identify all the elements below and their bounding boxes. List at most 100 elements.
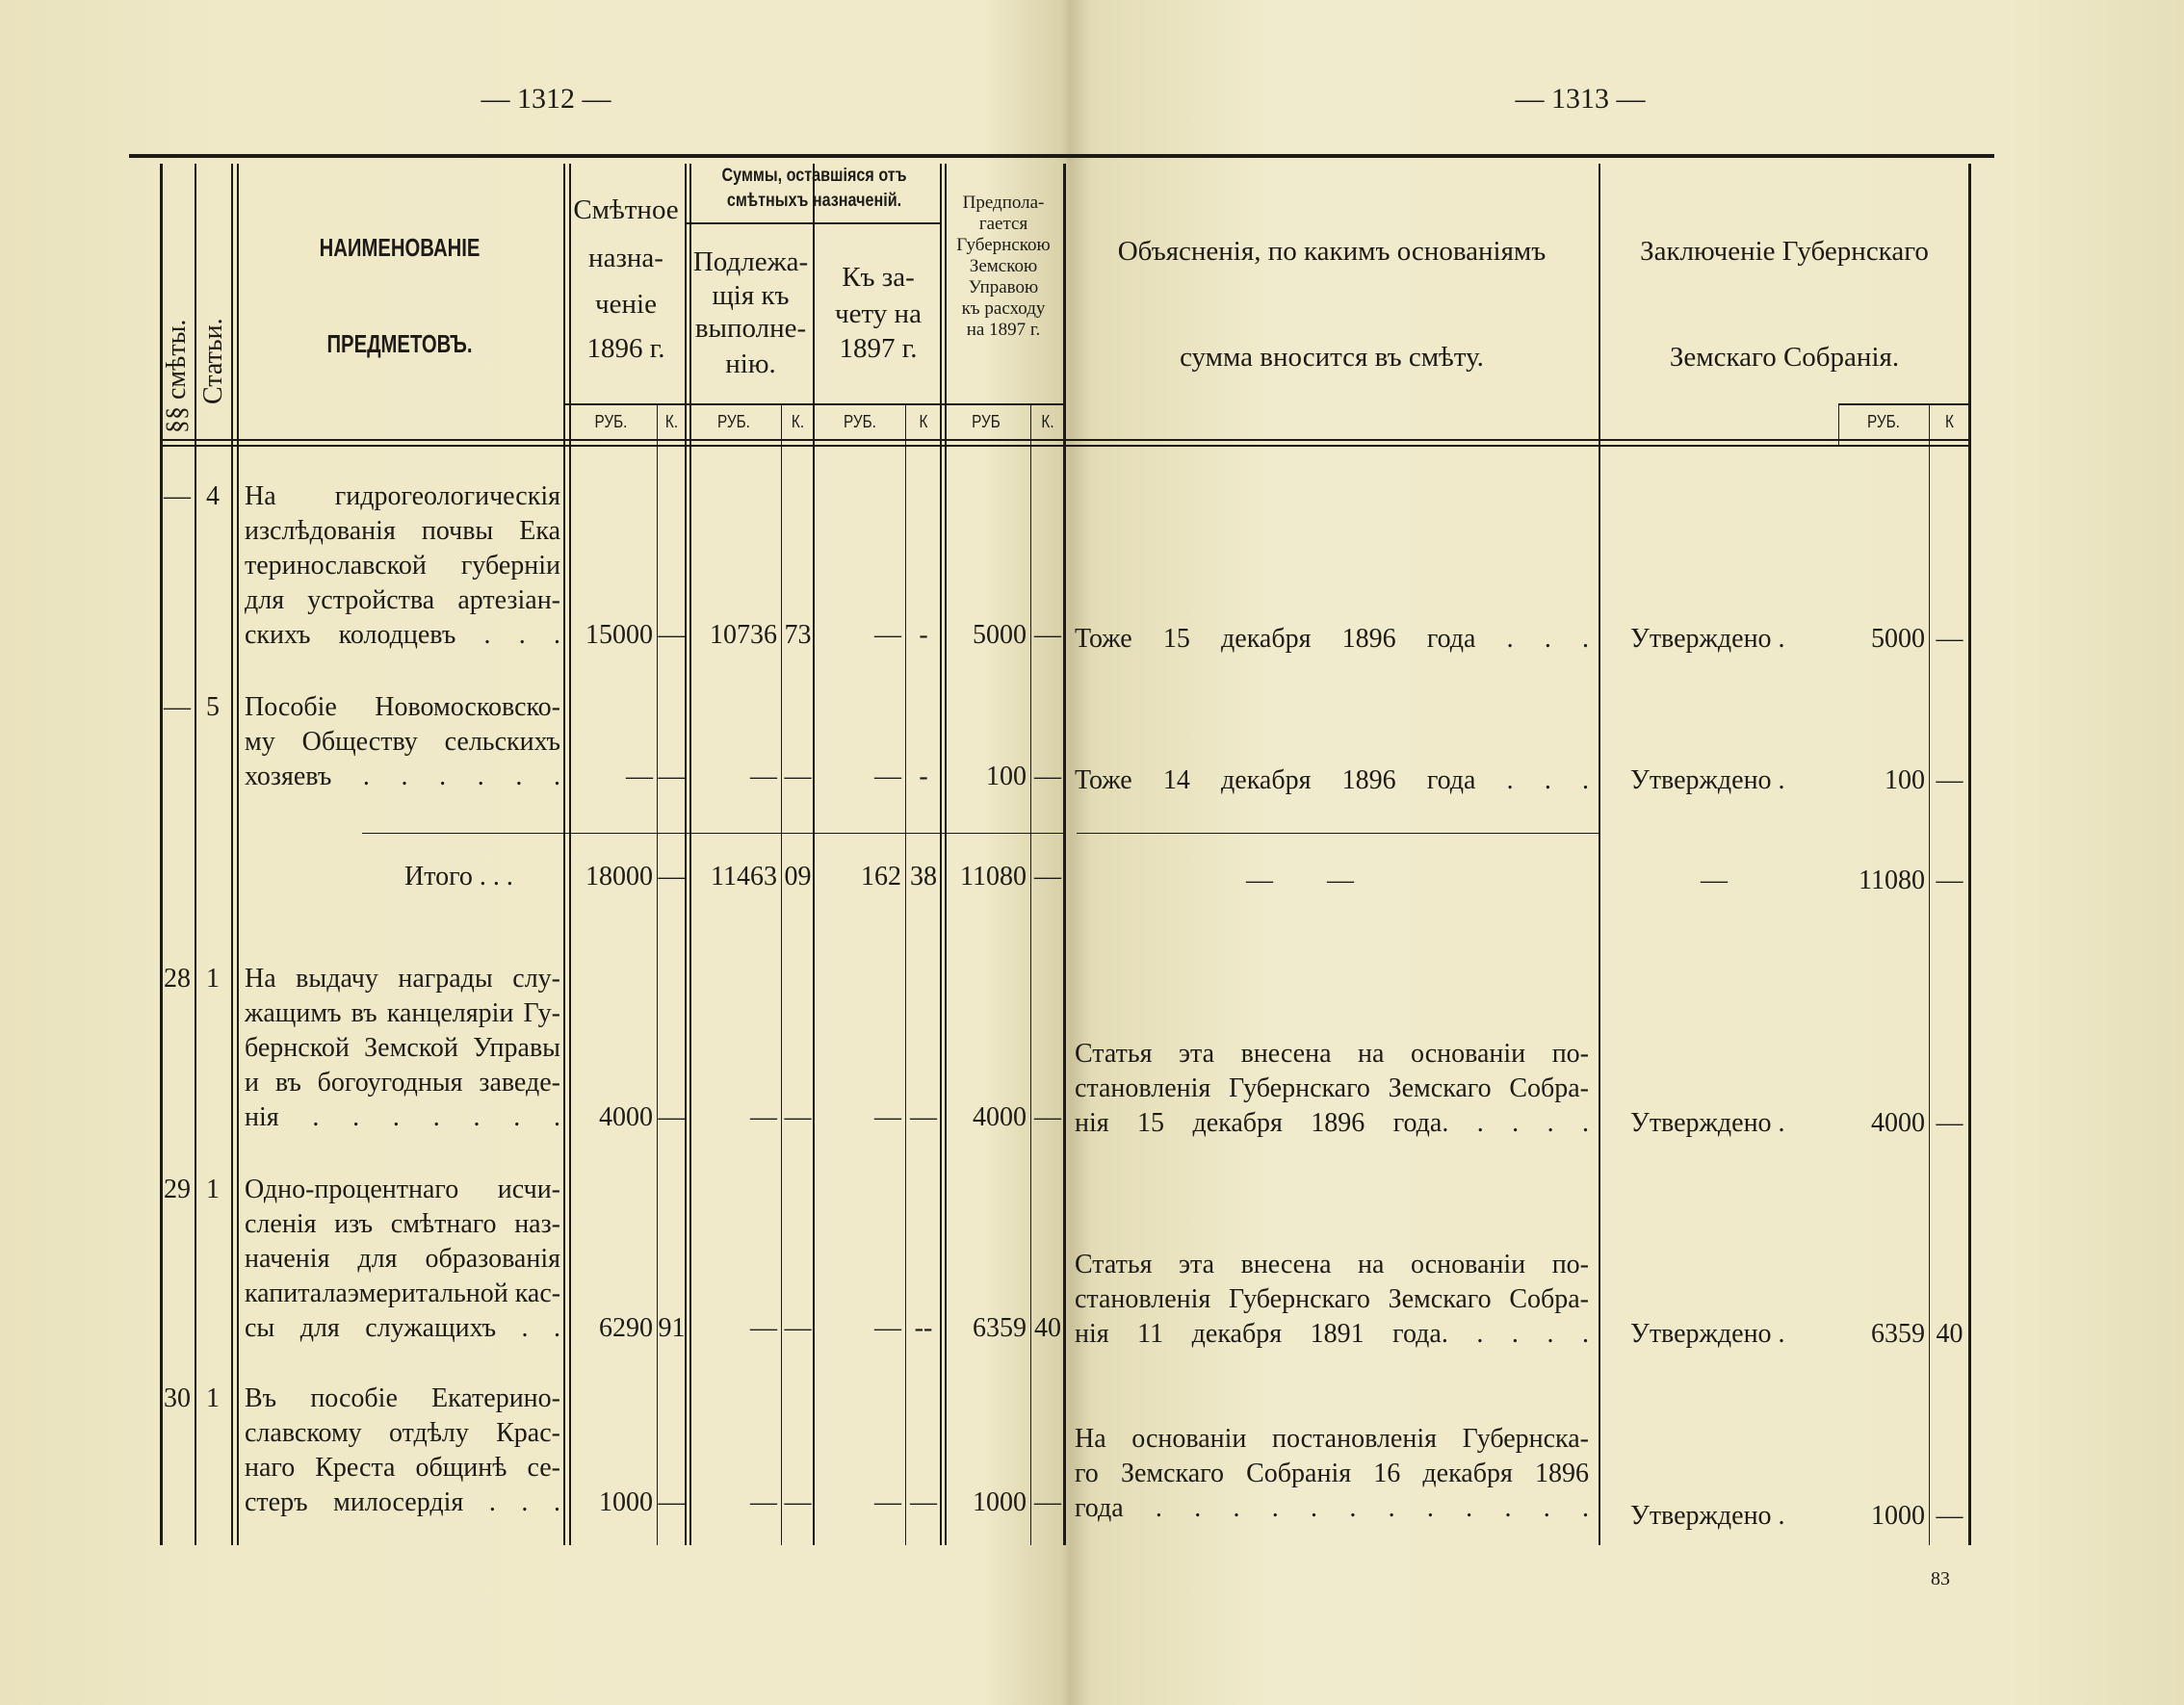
header-to-offset: чету на <box>835 298 922 329</box>
explanation-line: Тоже 14 декабря 1896 года . . . <box>1075 765 1589 795</box>
section-number: — <box>164 481 191 511</box>
amount-cell: 38 <box>910 862 937 891</box>
header-name: НАИМЕНОВАНІЕ <box>319 233 481 262</box>
unit-label: К <box>1945 412 1954 431</box>
explanation-line: го Земскаго Собранія 16 декабря 1896 <box>1075 1459 1589 1488</box>
rule-line <box>362 833 1065 834</box>
amount-cell: 4000 <box>599 1102 653 1132</box>
amount-cell: — <box>910 1102 937 1132</box>
conclusion-text: — <box>1701 865 1728 895</box>
amount-cell: — <box>658 762 686 791</box>
rule-line <box>569 164 571 1545</box>
header-proposed: Губернскою <box>956 235 1051 255</box>
rule-line <box>237 164 239 1545</box>
header-proposed: гается <box>978 214 1028 234</box>
amount-cell: 1000 <box>599 1487 653 1517</box>
conclusion-rub: 1000 <box>1871 1501 1925 1531</box>
amount-cell: — <box>784 1102 812 1132</box>
amount-cell: — <box>874 762 901 791</box>
header-conclusion: Заключеніе Губернскаго <box>1640 236 1929 267</box>
amount-cell: 73 <box>784 620 812 650</box>
rule-line <box>1030 403 1031 1545</box>
rule-line <box>565 403 1065 405</box>
amount-cell: 15000 <box>585 620 653 650</box>
conclusion-kop: — <box>1936 624 1963 654</box>
item-name-line: сленія изъ смѣтнаго наз- <box>245 1209 560 1239</box>
amount-cell: 18000 <box>585 862 653 891</box>
amount-cell: — <box>750 1313 777 1343</box>
explanation-line: становленія Губернскаго Земскаго Собра- <box>1075 1073 1589 1103</box>
rule-line <box>685 164 687 1545</box>
rule-line <box>657 403 658 1545</box>
amount-cell: 40 <box>1034 1313 1061 1343</box>
unit-label: РУБ. <box>1867 412 1900 431</box>
amount-cell: 09 <box>784 862 812 891</box>
item-name-line: и въ богоугодныя заведе- <box>245 1068 560 1098</box>
section-number: 30 <box>164 1383 191 1413</box>
section-number: 28 <box>164 964 191 994</box>
amount-cell: - <box>919 762 928 791</box>
header-proposed: къ расходу <box>961 298 1046 319</box>
amount-cell: — <box>1034 1102 1061 1132</box>
header-estimate: 1896 г. <box>586 333 665 364</box>
amount-cell: — <box>750 1487 777 1517</box>
rule-line <box>945 164 947 1545</box>
article-number: 1 <box>206 1175 220 1204</box>
amount-cell: — <box>750 1102 777 1132</box>
amount-cell: — <box>784 762 812 791</box>
rule-line <box>231 164 233 1545</box>
rule-line <box>160 439 1065 441</box>
explanation-line: Статья эта внесена на основаніи по- <box>1075 1250 1589 1279</box>
header-proposed: на 1897 г. <box>966 320 1041 340</box>
unit-label: РУБ. <box>717 412 750 431</box>
header-to-execute: Подлежа- <box>692 246 809 277</box>
amount-cell: — <box>1034 762 1061 791</box>
unit-label: К <box>919 412 928 431</box>
conclusion-rub: 4000 <box>1871 1108 1925 1138</box>
amount-cell: — <box>658 1102 686 1132</box>
rule-line <box>1077 833 1599 834</box>
unit-label: К. <box>791 412 805 431</box>
rule-line <box>1065 439 1970 441</box>
conclusion-rub: 6359 <box>1871 1319 1925 1349</box>
amount-cell: — <box>874 1102 901 1132</box>
amount-cell: 1000 <box>973 1487 1027 1517</box>
item-name-line: Итого . . . <box>404 862 513 891</box>
signature-mark: 83 <box>1931 1568 1950 1589</box>
item-name-line: нія . . . . . . . <box>245 1102 560 1132</box>
item-name-line: изслѣдованія почвы Ека <box>245 516 560 546</box>
item-name-line: наго Креста общинѣ се- <box>245 1453 560 1483</box>
amount-cell: — <box>910 1487 937 1517</box>
conclusion-kop: — <box>1936 1108 1963 1138</box>
item-name-line: стеръ милосердія . . . <box>245 1487 560 1517</box>
rule-line <box>905 403 906 1545</box>
conclusion-kop: — <box>1936 765 1963 795</box>
item-name-line: На гидрогеологическія <box>245 481 560 511</box>
amount-cell: — <box>1034 1487 1061 1517</box>
header-estimate: Смѣтное <box>573 194 679 225</box>
amount-cell: — <box>658 862 686 891</box>
rule-line <box>813 164 815 1545</box>
right-page-number: — 1313 — <box>1515 83 1646 115</box>
amount-cell: 6290 <box>599 1313 653 1343</box>
amount-cell: — <box>626 762 653 791</box>
conclusion-rub: 11080 <box>1859 865 1925 895</box>
header-to-offset: 1897 г. <box>839 333 918 364</box>
amount-cell: — <box>874 1487 901 1517</box>
unit-label: РУБ <box>972 412 1001 431</box>
header-to-execute: нію. <box>725 349 776 379</box>
item-name-line: бернской Земской Управы <box>245 1033 560 1063</box>
header-conclusion: Земскаго Собранія. <box>1669 342 1900 373</box>
amount-cell: — <box>784 1487 812 1517</box>
item-name-line: славскому отдѣлу Крас- <box>245 1418 560 1448</box>
conclusion-kop: — <box>1936 865 1963 895</box>
item-name-line: Пособіе Новомосковско- <box>245 692 560 722</box>
item-name-line: хозяевъ . . . . . . <box>245 762 560 791</box>
explanation-line: года . . . . . . . . . . . . <box>1075 1493 1589 1523</box>
conclusion-rub: 5000 <box>1871 624 1925 654</box>
explanation-line: На основаніи постановленія Губернска- <box>1075 1424 1589 1454</box>
amount-cell: 4000 <box>973 1102 1027 1132</box>
conclusion-text: Утверждено . <box>1630 624 1785 654</box>
conclusion-kop: 40 <box>1936 1319 1963 1349</box>
amount-cell: 11080 <box>960 862 1027 891</box>
